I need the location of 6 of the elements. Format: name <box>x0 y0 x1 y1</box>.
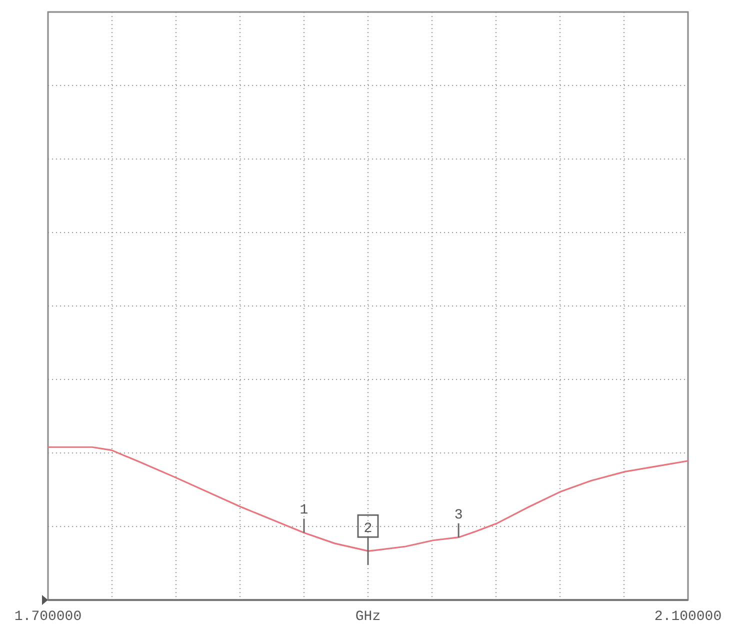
annotation: 2 <box>364 521 372 538</box>
x-axis-title: GHz <box>355 609 381 625</box>
annotation: 3 <box>454 507 463 524</box>
x-tick-label: 1.700000 <box>14 609 82 625</box>
x-tick-label: 2.100000 <box>654 609 722 625</box>
annotation: 1 <box>300 502 308 519</box>
